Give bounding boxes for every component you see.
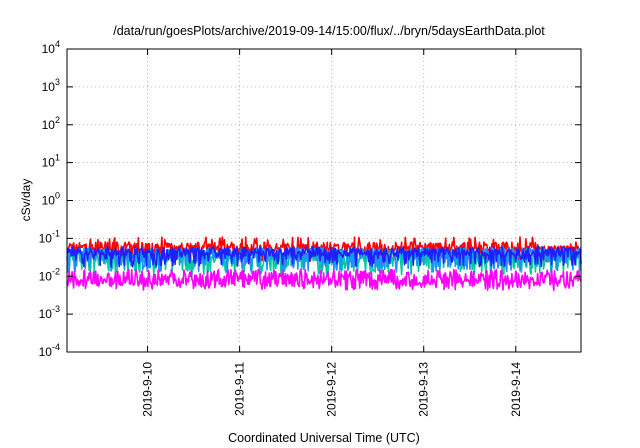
series-line xyxy=(66,246,582,268)
x-tick-label: 2019-9-12 xyxy=(325,362,339,417)
y-tick-label-base: 10 xyxy=(42,42,56,56)
x-tick-label: 2019-9-13 xyxy=(417,362,431,417)
series-line xyxy=(66,268,582,292)
y-tick-label-exponent: -1 xyxy=(52,228,60,238)
y-tick-label-base: 10 xyxy=(39,307,53,321)
x-tick-label: 2019-9-14 xyxy=(509,362,523,417)
y-tick-label-base: 10 xyxy=(42,118,56,132)
y-tick-label-base: 10 xyxy=(39,269,53,283)
y-tick-label-exponent: 2 xyxy=(55,115,60,125)
y-tick-label: 10-2 xyxy=(39,266,60,283)
y-tick-label-exponent: -4 xyxy=(52,342,60,352)
y-axis-label: cSv/day xyxy=(19,179,33,222)
y-tick-label: 100 xyxy=(42,191,60,208)
chart-title: /data/run/goesPlots/archive/2019-09-14/1… xyxy=(113,24,545,38)
y-tick-label-base: 10 xyxy=(39,231,53,245)
x-axis-ticks: 2019-9-10 2019-9-11 2019-9-12 2019-9-13 2019… xyxy=(141,49,523,417)
y-tick-label: 10-1 xyxy=(39,228,60,245)
y-tick-label-base: 10 xyxy=(42,80,56,94)
y-tick-label-base: 10 xyxy=(39,345,53,359)
x-tick-label: 2019-9-10 xyxy=(141,362,155,417)
y-tick-label: 104 xyxy=(42,39,60,56)
y-tick-label-exponent: -2 xyxy=(52,266,60,276)
y-tick-label: 10-3 xyxy=(39,304,60,321)
y-tick-label: 102 xyxy=(42,115,60,132)
x-axis-label: Coordinated Universal Time (UTC) xyxy=(228,431,420,445)
plot-data xyxy=(66,236,582,292)
y-tick-label-exponent: 1 xyxy=(55,153,60,163)
y-tick-label: 101 xyxy=(42,153,60,170)
y-tick-label-exponent: 0 xyxy=(55,191,60,201)
y-tick-label-exponent: 3 xyxy=(55,77,60,87)
y-tick-label: 10-4 xyxy=(39,342,60,359)
y-tick-label-base: 10 xyxy=(42,156,56,170)
y-tick-label-exponent: 4 xyxy=(55,39,60,49)
y-tick-label-exponent: -3 xyxy=(52,304,60,314)
y-tick-label: 103 xyxy=(42,77,60,94)
grid xyxy=(67,49,581,352)
y-tick-label-base: 10 xyxy=(42,194,56,208)
x-tick-label: 2019-9-11 xyxy=(233,362,247,416)
